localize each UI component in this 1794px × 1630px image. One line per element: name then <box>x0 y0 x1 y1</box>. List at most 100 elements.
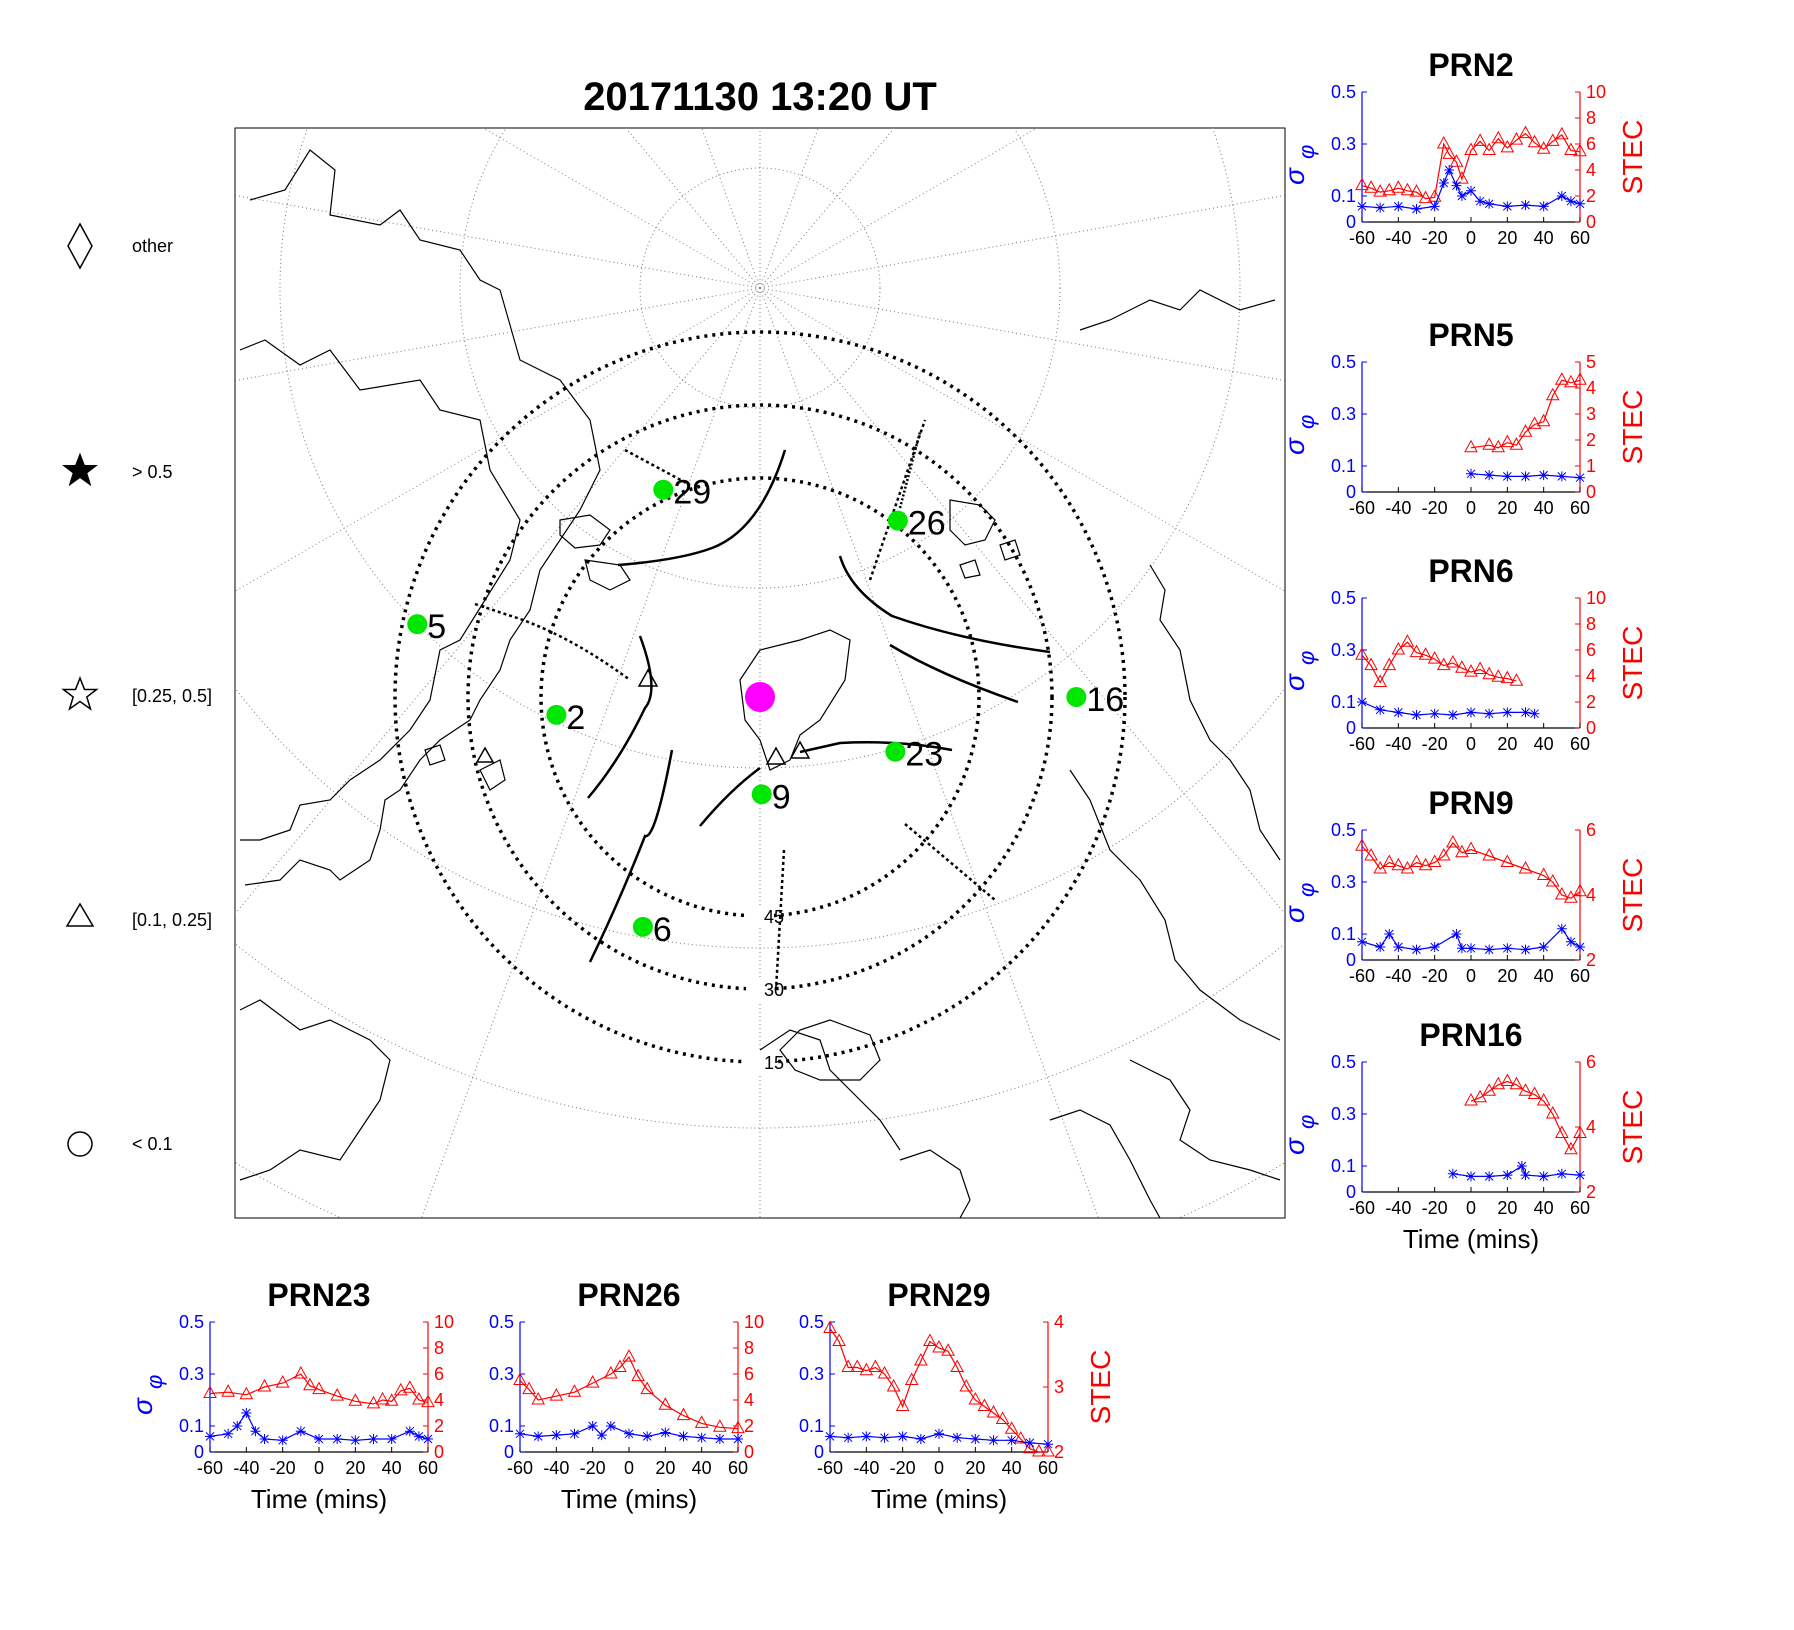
x-tick-label: 20 <box>1497 966 1517 986</box>
stec-point <box>877 1365 892 1379</box>
sigma-point <box>1475 196 1486 207</box>
stec-point <box>1427 854 1442 867</box>
sigma-point <box>970 1434 981 1444</box>
x-tick-label: -20 <box>1422 228 1448 248</box>
x-tick-label: -40 <box>1385 498 1411 518</box>
phi-label: φ <box>142 1375 167 1389</box>
stec-point <box>1464 664 1478 677</box>
sigma-point <box>952 1432 963 1443</box>
left-tick-label: 0.1 <box>1331 924 1356 944</box>
right-tick-label: 6 <box>1586 640 1596 660</box>
sigma-point <box>1556 471 1567 482</box>
x-tick-label: 20 <box>1497 498 1517 518</box>
stec-point <box>1445 654 1460 668</box>
right-tick-label: 4 <box>434 1390 444 1410</box>
coastline-novaya-zemlya <box>1079 289 1276 331</box>
triangle-open-icon <box>765 746 787 765</box>
x-tick-label: 20 <box>965 1458 985 1478</box>
stec-point <box>913 1352 928 1366</box>
star-filled-icon <box>62 452 98 487</box>
track-prn5 <box>474 602 631 682</box>
right-tick-label: 4 <box>1586 378 1596 398</box>
stec-point <box>1409 644 1424 658</box>
sigma-label: σ <box>1279 1137 1310 1155</box>
panel-title: PRN26 <box>577 1277 680 1313</box>
stec-point <box>412 1391 426 1405</box>
stec-point <box>731 1420 745 1434</box>
right-tick-label: 1 <box>1586 456 1596 476</box>
stec-point <box>366 1395 381 1409</box>
stec-point <box>986 1404 1001 1418</box>
sigma-point <box>1502 1170 1513 1181</box>
stec-series-line <box>209 1373 429 1405</box>
panel-prn16: PRN16 0 0.1 0.3 0.5 2 4 6 -60 -40 -20 0 20 40 60 σφ STEC… <box>1279 1017 1648 1254</box>
sigma-point <box>1375 202 1386 213</box>
sigma-point <box>241 1408 252 1418</box>
stec-point <box>1013 1430 1028 1444</box>
sat-label-prn16: 16 <box>1086 681 1124 719</box>
x-tick-label: -40 <box>1385 1198 1411 1218</box>
stec-point <box>1573 1125 1587 1138</box>
stec-point <box>1400 634 1415 647</box>
triangle-open-icon <box>789 740 811 759</box>
stec-point <box>850 1359 865 1372</box>
sigma-point <box>1466 1171 1476 1182</box>
left-tick-label: 0 <box>504 1442 514 1462</box>
x-tick-label: -40 <box>853 1458 879 1478</box>
x-tick-label: -20 <box>1422 966 1448 986</box>
sigma-point <box>1357 936 1367 947</box>
left-tick-label: 0 <box>1346 212 1356 232</box>
stec-point <box>1418 190 1433 204</box>
sigma-point <box>368 1434 379 1444</box>
stec-label: STEC <box>1617 626 1648 701</box>
sigma-point <box>988 1435 999 1446</box>
legend-entry-lt01: < 0.1 <box>67 1131 173 1157</box>
star-open-icon <box>61 675 99 711</box>
sigma-point <box>624 1428 634 1439</box>
sigma-point <box>1520 944 1531 955</box>
stec-label: STEC <box>1617 390 1648 465</box>
stec-point <box>1436 847 1451 861</box>
stec-point <box>1382 657 1397 671</box>
sigma-point <box>386 1434 397 1444</box>
sigma-point <box>714 1434 725 1444</box>
stec-point <box>1482 666 1497 680</box>
x-tick-label: 60 <box>1570 1198 1590 1218</box>
right-tick-label: 0 <box>1586 212 1596 232</box>
stec-point <box>1518 860 1533 874</box>
legend-label-025-05: [0.25, 0.5] <box>132 686 212 706</box>
left-tick-label: 0.1 <box>1331 1156 1356 1176</box>
stec-point <box>1500 139 1515 153</box>
stec-point <box>1509 132 1524 145</box>
sigma-point <box>404 1426 415 1437</box>
sigma-point <box>1429 708 1440 719</box>
stec-point <box>375 1391 390 1405</box>
stec-point <box>1455 660 1469 673</box>
stec-point <box>886 1378 901 1392</box>
stec-point <box>1500 854 1515 867</box>
right-tick-label: 10 <box>744 1312 764 1332</box>
right-tick-label: 5 <box>1586 352 1596 372</box>
x-tick-label: -60 <box>1349 1198 1375 1218</box>
sigma-point <box>232 1421 243 1431</box>
stec-point <box>1509 1076 1524 1090</box>
stec-point <box>1427 651 1442 664</box>
x-tick-label: 20 <box>1497 228 1517 248</box>
stec-point <box>868 1359 883 1372</box>
right-tick-label: 6 <box>1586 820 1596 840</box>
legend-label-gt05: > 0.5 <box>132 462 173 482</box>
stec-point <box>995 1411 1010 1424</box>
stec-point <box>631 1368 645 1382</box>
stec-point <box>1545 1105 1560 1119</box>
track-prn2-ext <box>624 448 691 487</box>
sigma-point <box>1393 707 1404 718</box>
sigma-point <box>1024 1437 1035 1448</box>
legend-label-lt01: < 0.1 <box>132 1134 173 1154</box>
panel-title: PRN5 <box>1428 317 1513 353</box>
sigma-point <box>1456 191 1467 201</box>
sigma-point <box>423 1434 433 1444</box>
coastline-islands <box>424 514 631 791</box>
stec-point <box>1554 1125 1569 1138</box>
coastline-russia <box>899 564 1281 1218</box>
sigma-point <box>1357 697 1367 707</box>
